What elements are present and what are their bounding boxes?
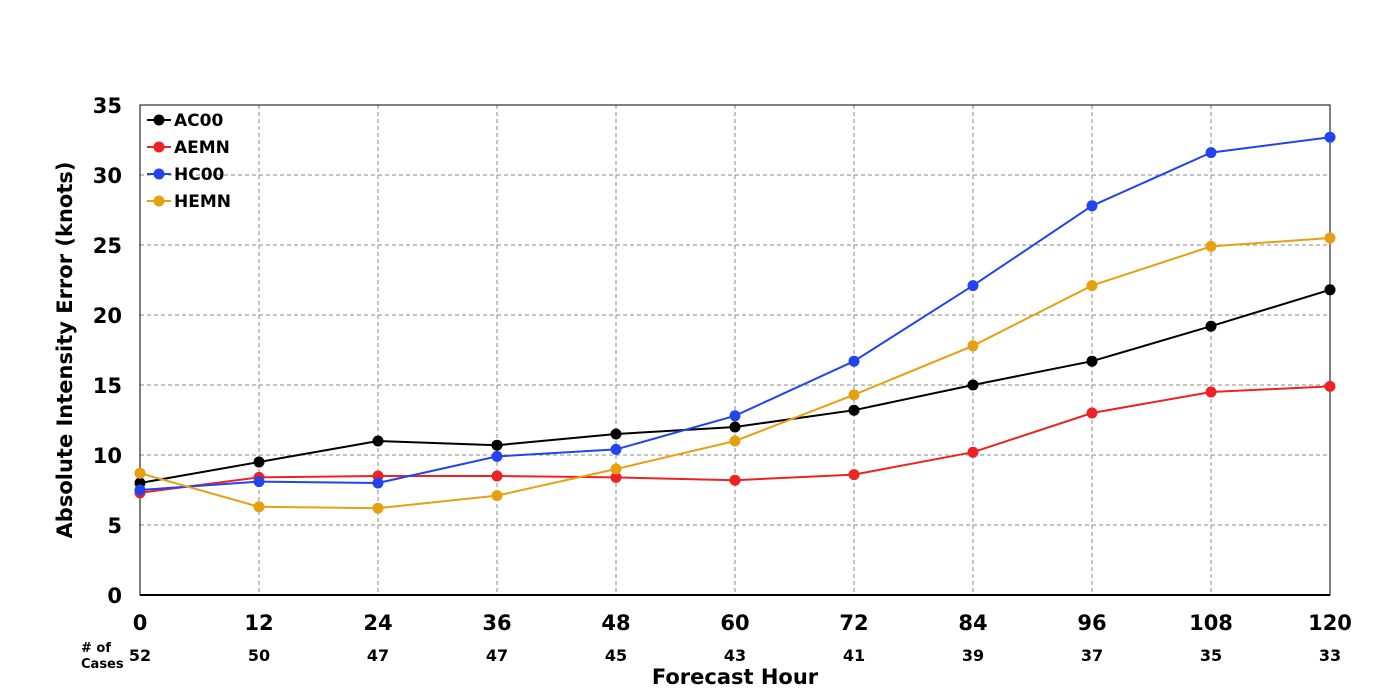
- data-point: [1205, 240, 1217, 252]
- x-tick-label: 12: [244, 611, 273, 635]
- cases-count-label: 37: [1081, 646, 1103, 665]
- cases-count-label: 50: [248, 646, 270, 665]
- data-point: [1324, 284, 1336, 296]
- legend-marker: [153, 141, 165, 153]
- cases-count-label: 33: [1319, 646, 1341, 665]
- y-tick-label: 10: [93, 444, 122, 468]
- cases-count-label: 43: [724, 646, 746, 665]
- data-point: [134, 467, 146, 479]
- y-tick-label: 35: [93, 94, 122, 118]
- data-point: [1086, 355, 1098, 367]
- x-tick-label: 0: [133, 611, 148, 635]
- cases-count-label: 45: [605, 646, 627, 665]
- data-point: [1205, 147, 1217, 159]
- data-point: [848, 469, 860, 481]
- x-tick-label: 72: [839, 611, 868, 635]
- y-axis-ticks: 0 5 10 15 20 25 30 35: [93, 94, 122, 608]
- data-point: [729, 435, 741, 447]
- x-tick-label: 84: [958, 611, 987, 635]
- data-point: [610, 471, 622, 483]
- data-point: [372, 502, 384, 514]
- data-point: [729, 410, 741, 422]
- cases-title-line1: # of: [81, 641, 111, 656]
- series-hemn: [134, 232, 1336, 514]
- series: [134, 131, 1336, 514]
- x-tick-label: 24: [363, 611, 392, 635]
- data-point: [1086, 280, 1098, 292]
- data-point: [253, 501, 265, 513]
- cases-title-line2: Cases: [81, 657, 124, 672]
- series-aemn: [134, 380, 1336, 499]
- series-hc00: [134, 131, 1336, 496]
- legend-marker: [153, 168, 165, 180]
- data-point: [491, 439, 503, 451]
- x-tick-label: 48: [601, 611, 630, 635]
- data-point: [1205, 320, 1217, 332]
- legend-label: AC00: [174, 111, 223, 131]
- data-point: [1324, 232, 1336, 244]
- data-point: [610, 443, 622, 455]
- data-point: [967, 446, 979, 458]
- cases-count-label: 47: [486, 646, 508, 665]
- data-point: [967, 280, 979, 292]
- y-tick-label: 25: [93, 234, 122, 258]
- data-point: [253, 456, 265, 468]
- data-point: [372, 435, 384, 447]
- cases-count-label: 39: [962, 646, 984, 665]
- data-point: [1324, 131, 1336, 143]
- data-point: [1086, 200, 1098, 212]
- y-tick-label: 5: [107, 514, 122, 538]
- data-point: [848, 404, 860, 416]
- y-tick-label: 15: [93, 374, 122, 398]
- data-point: [967, 340, 979, 352]
- data-point: [610, 463, 622, 475]
- data-point: [729, 474, 741, 486]
- y-tick-label: 30: [93, 164, 122, 188]
- x-tick-label: 36: [482, 611, 511, 635]
- data-point: [729, 421, 741, 433]
- data-point: [1324, 380, 1336, 392]
- cases-row: # of Cases 52 50 47 47 45 43 41 39 37 35 33: [81, 641, 1341, 672]
- legend-item-aemn: AEMN: [147, 138, 230, 158]
- cases-count-label: 41: [843, 646, 865, 665]
- legend-item-ac00: AC00: [147, 111, 223, 131]
- data-point: [848, 355, 860, 367]
- data-point: [134, 484, 146, 496]
- cases-count-label: 35: [1200, 646, 1222, 665]
- y-axis-title: Absolute Intensity Error (knots): [53, 162, 77, 539]
- cases-count-label: 52: [129, 646, 151, 665]
- x-tick-label: 60: [720, 611, 749, 635]
- legend-label: HC00: [174, 165, 225, 185]
- legend-marker: [153, 195, 165, 207]
- x-tick-label: 96: [1077, 611, 1106, 635]
- series-ac00: [134, 284, 1336, 489]
- data-point: [610, 428, 622, 440]
- data-point: [491, 470, 503, 482]
- data-point: [967, 379, 979, 391]
- data-point: [372, 477, 384, 489]
- legend-label: HEMN: [174, 192, 231, 212]
- cases-count-label: 47: [367, 646, 389, 665]
- legend-item-hemn: HEMN: [147, 192, 231, 212]
- y-tick-label: 20: [93, 304, 122, 328]
- data-point: [253, 476, 265, 488]
- x-axis-ticks: 0 12 24 36 48 60 72 84 96 108 120: [133, 611, 1352, 635]
- x-axis-title: Forecast Hour: [652, 665, 819, 689]
- legend-marker: [153, 114, 165, 126]
- data-point: [1086, 407, 1098, 419]
- data-point: [491, 450, 503, 462]
- data-point: [1205, 386, 1217, 398]
- legend-label: AEMN: [174, 138, 230, 158]
- x-tick-label: 120: [1308, 611, 1352, 635]
- data-point: [491, 490, 503, 502]
- x-tick-label: 108: [1189, 611, 1233, 635]
- y-tick-label: 0: [107, 584, 122, 608]
- legend: AC00 AEMN HC00 HEMN: [147, 111, 231, 212]
- legend-item-hc00: HC00: [147, 165, 225, 185]
- data-point: [848, 389, 860, 401]
